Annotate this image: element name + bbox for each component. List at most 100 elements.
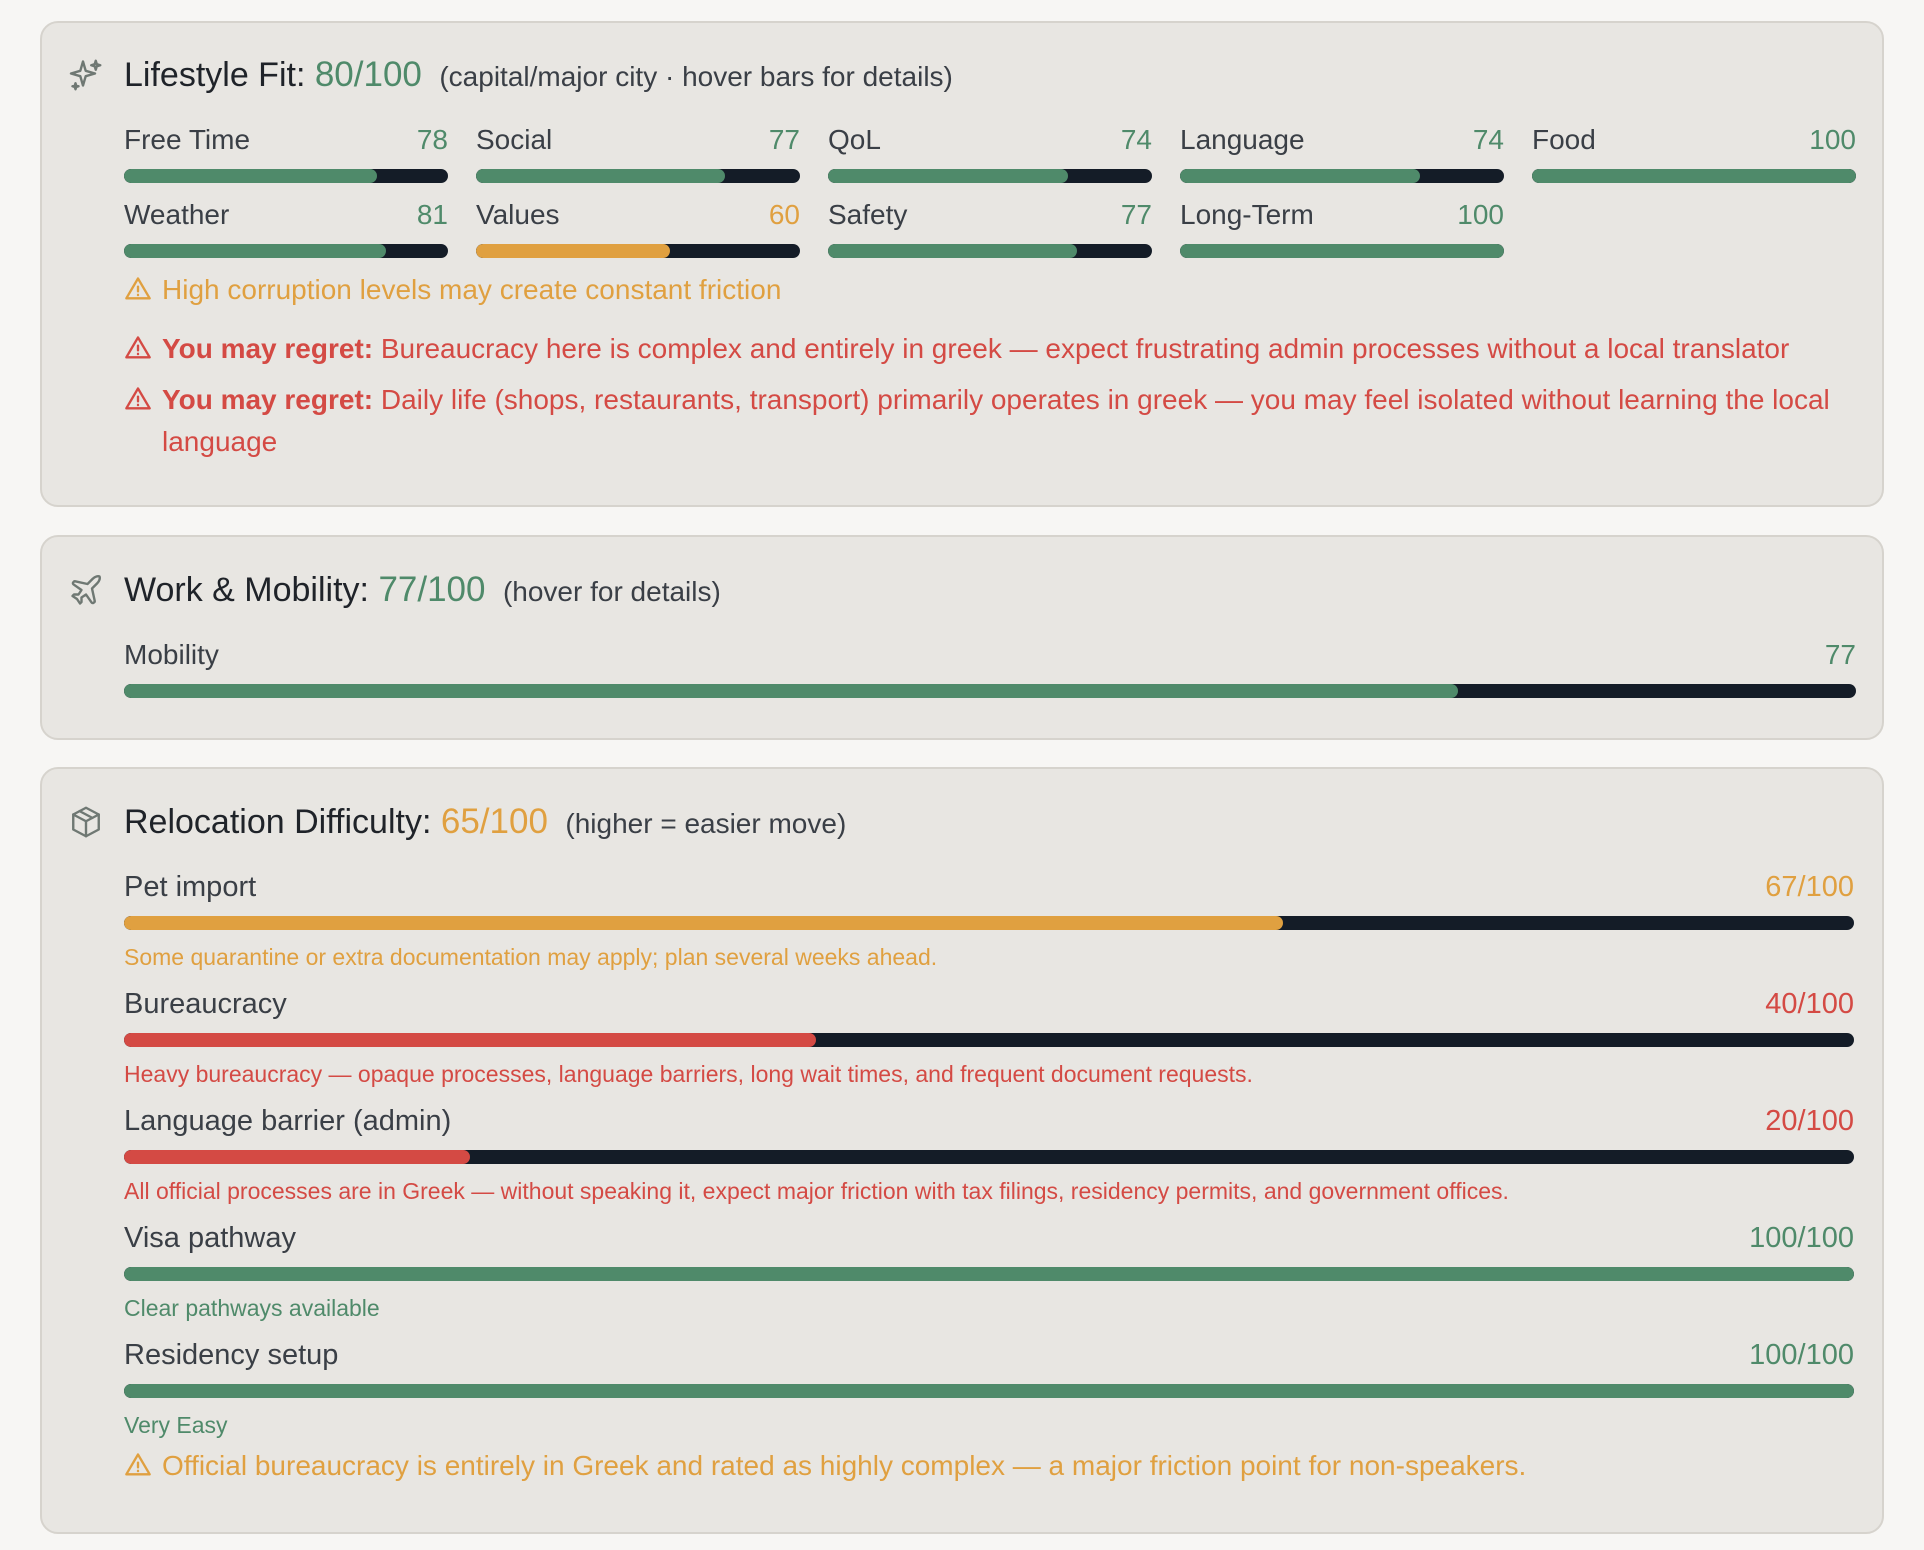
relocation-item-value: 100/100: [1749, 1339, 1854, 1371]
relocation-item-track: [124, 1150, 1854, 1164]
metric-value: 74: [1472, 124, 1504, 155]
warning-icon: [125, 1453, 151, 1476]
metric-value: 77: [1120, 199, 1152, 230]
metric-label: Weather: [124, 199, 230, 230]
relocation-difficulty-title-text: Relocation Difficulty:: [124, 803, 432, 841]
regret-item: You may regret: Bureaucracy here is comp…: [124, 328, 1854, 370]
relocation-item-fill: [124, 916, 1284, 930]
metric-value: 78: [416, 124, 448, 155]
metric-track: [124, 169, 448, 183]
metric-value: 100: [1457, 199, 1504, 230]
relocation-item-value: 20/100: [1765, 1105, 1854, 1137]
relocation-item-language-barrier[interactable]: Language barrier (admin) 20/100 All offi…: [124, 1107, 1854, 1207]
metric-value: 77: [768, 124, 800, 155]
relocation-item-description: Very Easy: [124, 1412, 228, 1438]
relocation-item-value: 100/100: [1749, 1222, 1854, 1254]
lifestyle-fit-title: Lifestyle Fit: 80/100 (capital/major cit…: [124, 57, 953, 92]
metric-fill: [828, 244, 1078, 258]
warning-text: High corruption levels may create consta…: [162, 274, 782, 305]
metric-label: Values: [476, 199, 560, 230]
metric-fill: [1180, 244, 1504, 258]
alert-triangle-icon: [125, 336, 151, 359]
metric-fill: [828, 169, 1068, 183]
relocation-item-track: [124, 1033, 1854, 1047]
relocation-item-value: 40/100: [1765, 988, 1854, 1020]
relocation-item-track: [124, 916, 1854, 930]
relocation-item-description: Some quarantine or extra documentation m…: [124, 944, 938, 970]
relocation-item-description: All official processes are in Greek — wi…: [124, 1178, 1509, 1204]
regret-item: You may regret: Daily life (shops, resta…: [124, 379, 1854, 463]
metric-fill: [476, 244, 671, 258]
metric-fill: [476, 169, 726, 183]
relocation-item-track: [124, 1267, 1854, 1281]
plane-icon: [71, 575, 101, 605]
metric-label: Language: [1180, 124, 1305, 155]
relocation-item-description: Heavy bureaucracy — opaque processes, la…: [124, 1061, 1253, 1087]
sparkles-icon: [69, 59, 102, 91]
lifestyle-fit-score: 80/100: [314, 55, 422, 94]
relocation-item-bureaucracy[interactable]: Bureaucracy 40/100 Heavy bureaucracy — o…: [124, 990, 1854, 1090]
metric-safety[interactable]: Safety 77: [828, 201, 1152, 261]
metric-label: Safety: [828, 199, 908, 230]
metric-track: [828, 244, 1152, 258]
regret-text: Daily life (shops, restaurants, transpor…: [162, 384, 1830, 457]
metric-mobility[interactable]: Mobility 77: [124, 641, 1856, 701]
metric-values[interactable]: Values 60: [476, 201, 800, 261]
relocation-item-fill: [124, 1033, 816, 1047]
relocation-difficulty-note: (higher = easier move): [565, 808, 847, 839]
metric-label: Long-Term: [1180, 199, 1314, 230]
metric-qol[interactable]: QoL 74: [828, 126, 1152, 186]
relocation-item-label: Residency setup: [124, 1339, 339, 1371]
metric-language[interactable]: Language 74: [1180, 126, 1504, 186]
metric-fill: [1180, 169, 1420, 183]
bureaucracy-warning: Official bureaucracy is entirely in Gree…: [124, 1445, 1854, 1487]
metric-label: Mobility: [124, 639, 219, 670]
relocation-item-residency-setup[interactable]: Residency setup 100/100 Very Easy: [124, 1341, 1854, 1441]
relocation-difficulty-score: 65/100: [440, 802, 548, 841]
metric-value: 74: [1120, 124, 1152, 155]
metric-track: [476, 169, 800, 183]
metric-label: Food: [1532, 124, 1596, 155]
metric-food[interactable]: Food 100: [1532, 126, 1856, 186]
metric-track: [1180, 244, 1504, 258]
relocation-item-pet-import[interactable]: Pet import 67/100 Some quarantine or ext…: [124, 873, 1854, 973]
lifestyle-fit-title-text: Lifestyle Fit:: [124, 56, 306, 94]
metric-fill: [124, 244, 387, 258]
metric-track: [1180, 169, 1504, 183]
package-icon: [72, 806, 100, 838]
metric-weather[interactable]: Weather 81: [124, 201, 448, 261]
metric-fill: [124, 684, 1458, 698]
work-mobility-title-text: Work & Mobility:: [124, 571, 369, 609]
lifestyle-fit-note: (capital/major city · hover bars for det…: [439, 61, 953, 92]
metric-social[interactable]: Social 77: [476, 126, 800, 186]
metric-value: 77: [1824, 639, 1856, 670]
relocation-difficulty-card: Relocation Difficulty: 65/100 (higher = …: [40, 767, 1884, 1534]
metric-free-time[interactable]: Free Time 78: [124, 126, 448, 186]
corruption-warning: High corruption levels may create consta…: [124, 269, 1854, 311]
relocation-item-label: Bureaucracy: [124, 988, 287, 1020]
regret-prefix: You may regret:: [162, 384, 374, 415]
regret-prefix: You may regret:: [162, 333, 374, 364]
relocation-item-label: Visa pathway: [124, 1222, 296, 1254]
metric-value: 81: [416, 199, 448, 230]
relocation-difficulty-title: Relocation Difficulty: 65/100 (higher = …: [124, 804, 846, 839]
work-mobility-score: 77/100: [378, 570, 486, 609]
relocation-item-visa-pathway[interactable]: Visa pathway 100/100 Clear pathways avai…: [124, 1224, 1854, 1324]
metric-fill: [124, 169, 377, 183]
metric-label: QoL: [828, 124, 881, 155]
work-mobility-title: Work & Mobility: 77/100 (hover for detai…: [124, 572, 721, 607]
metric-track: [828, 169, 1152, 183]
metric-value: 60: [768, 199, 800, 230]
metric-track: [1532, 169, 1856, 183]
warning-text: Official bureaucracy is entirely in Gree…: [162, 1450, 1527, 1481]
relocation-item-label: Pet import: [124, 871, 257, 903]
metric-long-term[interactable]: Long-Term 100: [1180, 201, 1504, 261]
metric-track: [476, 244, 800, 258]
work-mobility-card: Work & Mobility: 77/100 (hover for detai…: [40, 535, 1884, 740]
metric-fill: [1532, 169, 1856, 183]
relocation-item-label: Language barrier (admin): [124, 1105, 452, 1137]
lifestyle-fit-card: Lifestyle Fit: 80/100 (capital/major cit…: [40, 21, 1884, 507]
metric-label: Free Time: [124, 124, 251, 155]
relocation-item-fill: [124, 1384, 1854, 1398]
relocation-item-track: [124, 1384, 1854, 1398]
